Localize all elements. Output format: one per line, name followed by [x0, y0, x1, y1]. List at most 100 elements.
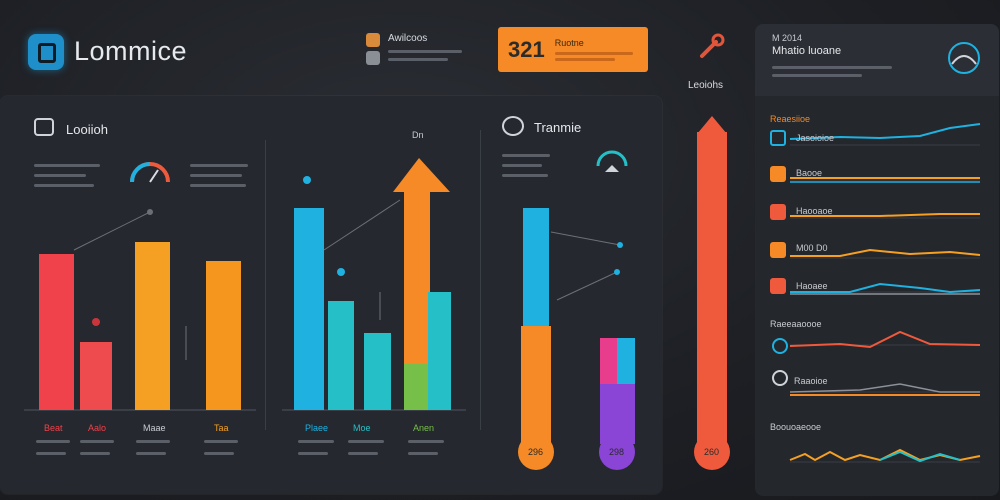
row-label: Jasoioioe — [796, 133, 835, 143]
home-icon[interactable] — [770, 130, 786, 146]
desc-line — [190, 164, 248, 167]
right-sidebar-header — [755, 24, 999, 96]
panel-divider-2 — [480, 130, 481, 430]
right-title-2: Mhatio luoane — [772, 45, 842, 57]
category-sub — [204, 440, 238, 443]
bar-orange-tall — [521, 326, 551, 444]
desc-line — [34, 174, 86, 177]
category-sub — [36, 452, 66, 455]
gauge-icon — [130, 162, 170, 183]
notification-subtext — [388, 50, 462, 53]
bar-teal-1 — [328, 301, 354, 410]
category-label: Aalo — [88, 423, 107, 433]
dollar-icon[interactable] — [772, 338, 788, 354]
desc-line — [502, 164, 542, 167]
desc-line — [34, 184, 94, 187]
thermo-red — [697, 132, 727, 444]
main-dashboard-panel — [0, 96, 662, 494]
category-sub — [80, 452, 110, 455]
bar-teal-3 — [428, 292, 451, 410]
top-icon-label: Dn — [412, 130, 424, 140]
desc-line — [190, 184, 246, 187]
summary-card[interactable]: 321 Ruotne — [498, 27, 648, 72]
category-sub — [204, 452, 234, 455]
category-label: Moe — [353, 423, 371, 433]
category-label: Anen — [413, 423, 435, 433]
category-sub — [80, 440, 114, 443]
document-icon[interactable] — [366, 51, 380, 65]
globe-icon[interactable] — [944, 38, 984, 78]
category-sub — [36, 440, 70, 443]
summary-label: Ruotne — [554, 38, 584, 48]
factory-icon[interactable] — [770, 242, 786, 258]
bar-taa — [206, 261, 241, 410]
home-gauge-icon — [596, 150, 628, 172]
desc-line — [190, 174, 242, 177]
category-sub — [348, 440, 384, 443]
bar-aalo — [80, 342, 112, 410]
desc-line — [502, 154, 550, 157]
category-sub — [408, 452, 438, 455]
category-sub — [136, 440, 170, 443]
section-title-left: Looiioh — [66, 122, 108, 137]
thermo-value: 298 — [609, 447, 625, 457]
bar-blue-small — [617, 338, 635, 384]
panel-divider-1 — [265, 140, 266, 430]
bar-pink — [600, 338, 617, 384]
right-title-1: M 2014 — [772, 33, 803, 43]
bar-arrow-stem — [404, 190, 430, 364]
right-section-3: Boouoaeooe — [770, 422, 822, 432]
bar-purple-bulb — [599, 434, 635, 470]
notification-icon[interactable] — [366, 33, 380, 47]
notification-subtext-2 — [388, 58, 448, 61]
row-label: Baooe — [796, 168, 823, 178]
row-label: Haoaee — [796, 281, 828, 291]
desc-line — [34, 164, 100, 167]
category-sub — [408, 440, 444, 443]
thermo-value: 296 — [528, 447, 544, 457]
category-label: Plaee — [305, 423, 329, 433]
desc-line — [502, 174, 548, 177]
summary-subtext — [554, 52, 633, 55]
section-title-right: Tranmie — [534, 120, 582, 135]
right-sub — [772, 74, 862, 77]
clock-icon[interactable] — [772, 370, 788, 386]
thermo-red-bulb — [694, 434, 730, 470]
transfer-icon — [502, 116, 524, 136]
bar-plaee — [294, 208, 324, 410]
summary-subtext-2 — [554, 58, 615, 61]
building-icon[interactable] — [770, 204, 786, 220]
bar-green — [404, 364, 428, 410]
bar-blue-tall — [523, 208, 549, 326]
category-label: Maae — [143, 423, 166, 433]
app-logo-icon — [28, 34, 64, 70]
thermo-value: 260 — [704, 447, 720, 457]
app-name: Lommice — [74, 36, 188, 66]
right-section-1: Reaesiioe — [770, 114, 811, 124]
right-sidebar-panel — [755, 24, 999, 496]
category-sub — [298, 440, 334, 443]
bar-orange-bulb — [518, 434, 554, 470]
section-icon — [34, 118, 54, 136]
row-label: Haooaoe — [796, 206, 833, 216]
notification-label: Awilcoos — [388, 33, 428, 44]
category-label: Beat — [44, 423, 63, 433]
bar-maae — [135, 242, 170, 410]
category-sub — [348, 452, 378, 455]
category-sub — [136, 452, 166, 455]
row-label-2: Raaoioe — [794, 376, 828, 386]
wrench-icon[interactable] — [694, 30, 728, 64]
car-icon[interactable] — [770, 166, 786, 182]
bar-beat — [39, 254, 74, 410]
bar-purple — [600, 384, 635, 444]
arrow-head — [393, 158, 450, 192]
summary-value: 321 — [508, 36, 545, 62]
legend-label: Leoiohs — [688, 80, 724, 91]
category-sub — [298, 452, 328, 455]
box-icon[interactable] — [770, 278, 786, 294]
right-sub — [772, 66, 892, 69]
category-label: Taa — [214, 423, 229, 433]
bar-teal-2 — [364, 333, 391, 410]
